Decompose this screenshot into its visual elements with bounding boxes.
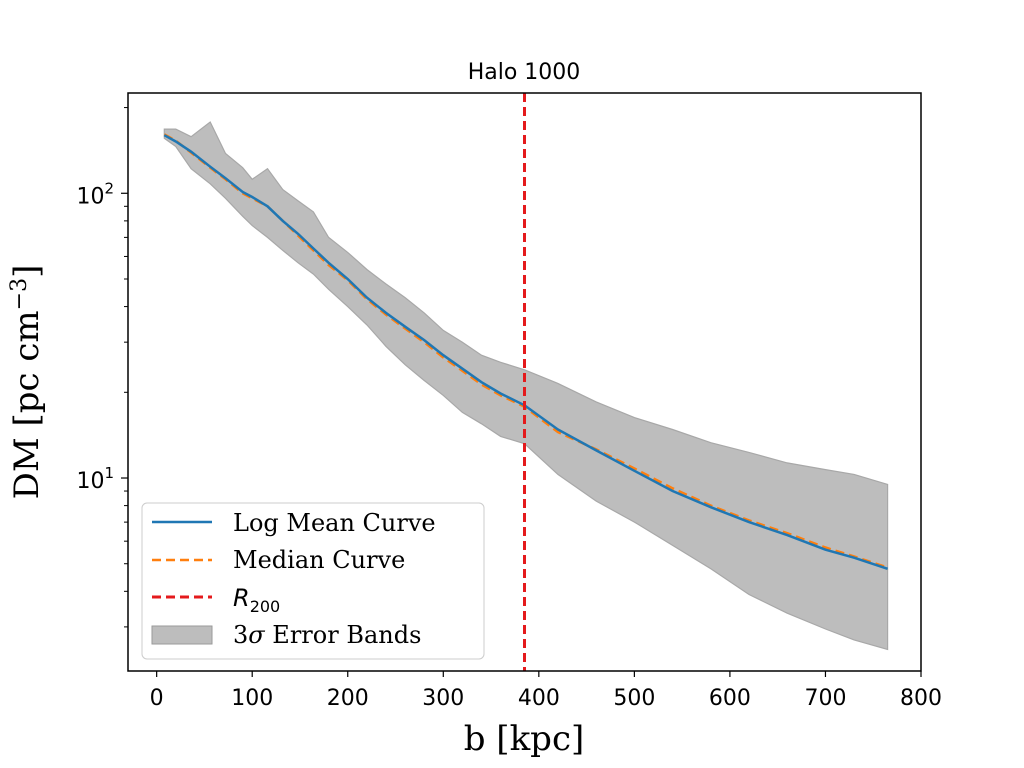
legend-label-log-mean: Log Mean Curve — [233, 509, 436, 537]
x-tick-label: 500 — [613, 686, 655, 711]
y-axis-label-sup: −3 — [7, 278, 32, 310]
x-tick-label: 200 — [327, 686, 369, 711]
x-tick-label: 800 — [900, 686, 942, 711]
y-tick-label: 102 — [76, 179, 114, 209]
x-tick-label: 400 — [518, 686, 560, 711]
y-tick-label: 101 — [76, 464, 114, 494]
error-band — [163, 121, 889, 651]
legend-label-median: Median Curve — [233, 546, 405, 574]
x-tick-label: 300 — [422, 686, 464, 711]
y-axis: 101 102 — [76, 107, 128, 628]
legend: Log Mean Curve Median Curve R200 3σ Erro… — [141, 502, 485, 660]
x-tick-label: 700 — [804, 686, 846, 711]
legend-label-error-band-sym: σ — [248, 621, 265, 649]
legend-label-r200: R200 — [233, 584, 280, 616]
plot-area — [163, 93, 889, 671]
x-axis: 0 100 200 300 400 500 600 700 800 — [150, 671, 942, 711]
legend-swatch-error-band — [151, 625, 213, 645]
legend-label-error-band: 3σ Error Bands — [233, 621, 421, 649]
legend-label-error-band-post: Error Bands — [265, 621, 422, 649]
x-tick-label: 0 — [150, 686, 164, 711]
chart-title: Halo 1000 — [468, 60, 581, 85]
legend-label-error-band-pre: 3 — [233, 621, 248, 649]
y-axis-label-base: DM [pc cm — [7, 310, 47, 499]
y-axis-label: DM [pc cm−3] — [7, 265, 47, 500]
plot-frame — [127, 92, 922, 672]
y-axis-label-end: ] — [7, 265, 47, 278]
legend-label-r200-sub: 200 — [250, 597, 281, 616]
legend-frame — [141, 502, 485, 660]
x-tick-label: 100 — [231, 686, 273, 711]
series-line-log-mean — [163, 134, 888, 570]
legend-label-r200-base: R — [233, 584, 250, 612]
x-axis-label: b [kpc] — [464, 719, 585, 759]
x-tick-label: 600 — [709, 686, 751, 711]
